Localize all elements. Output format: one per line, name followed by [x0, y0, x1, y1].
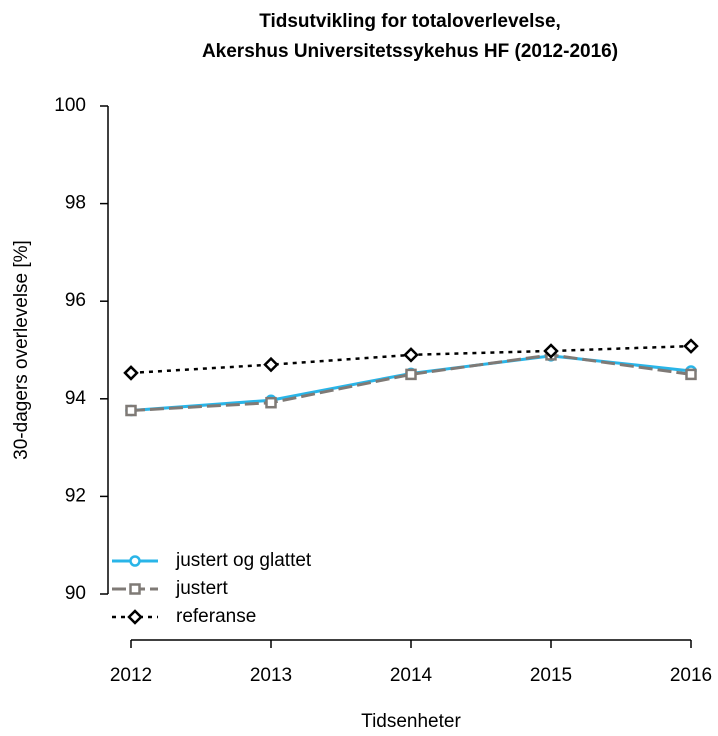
- x-tick-label: 2015: [530, 665, 572, 686]
- marker: [683, 338, 699, 354]
- y-tick-label: 96: [65, 290, 86, 311]
- y-tick-label: 90: [65, 583, 86, 604]
- y-tick-label: 92: [65, 485, 86, 506]
- legend-label: justert og glattet: [175, 550, 312, 571]
- marker: [263, 356, 279, 373]
- y-tick-label: 100: [54, 95, 86, 116]
- x-tick-label: 2013: [250, 665, 292, 686]
- marker: [129, 555, 141, 567]
- marker: [129, 583, 141, 595]
- y-axis-label: 30-dagers overlevelse [%]: [11, 240, 32, 460]
- marker: [403, 347, 419, 363]
- legend-label: referanse: [176, 606, 256, 627]
- y-tick-label: 98: [65, 193, 86, 214]
- marker: [685, 368, 697, 381]
- y-tick-label: 94: [65, 388, 87, 409]
- marker: [543, 343, 559, 359]
- x-tick-label: 2012: [110, 665, 152, 686]
- chart-title: Akershus Universitetssykehus HF (2012-20…: [202, 41, 618, 62]
- marker: [405, 368, 417, 381]
- marker: [123, 365, 139, 381]
- legend-label: justert: [175, 578, 228, 599]
- chart-title: Tidsutvikling for totaloverlevelse,: [259, 11, 561, 32]
- x-axis-label: Tidsenheter: [361, 711, 461, 732]
- x-tick-label: 2014: [390, 665, 433, 686]
- marker: [127, 609, 143, 625]
- marker: [125, 404, 137, 417]
- marker: [265, 396, 277, 409]
- series-line: [130, 353, 692, 413]
- x-tick-label: 2016: [670, 665, 712, 686]
